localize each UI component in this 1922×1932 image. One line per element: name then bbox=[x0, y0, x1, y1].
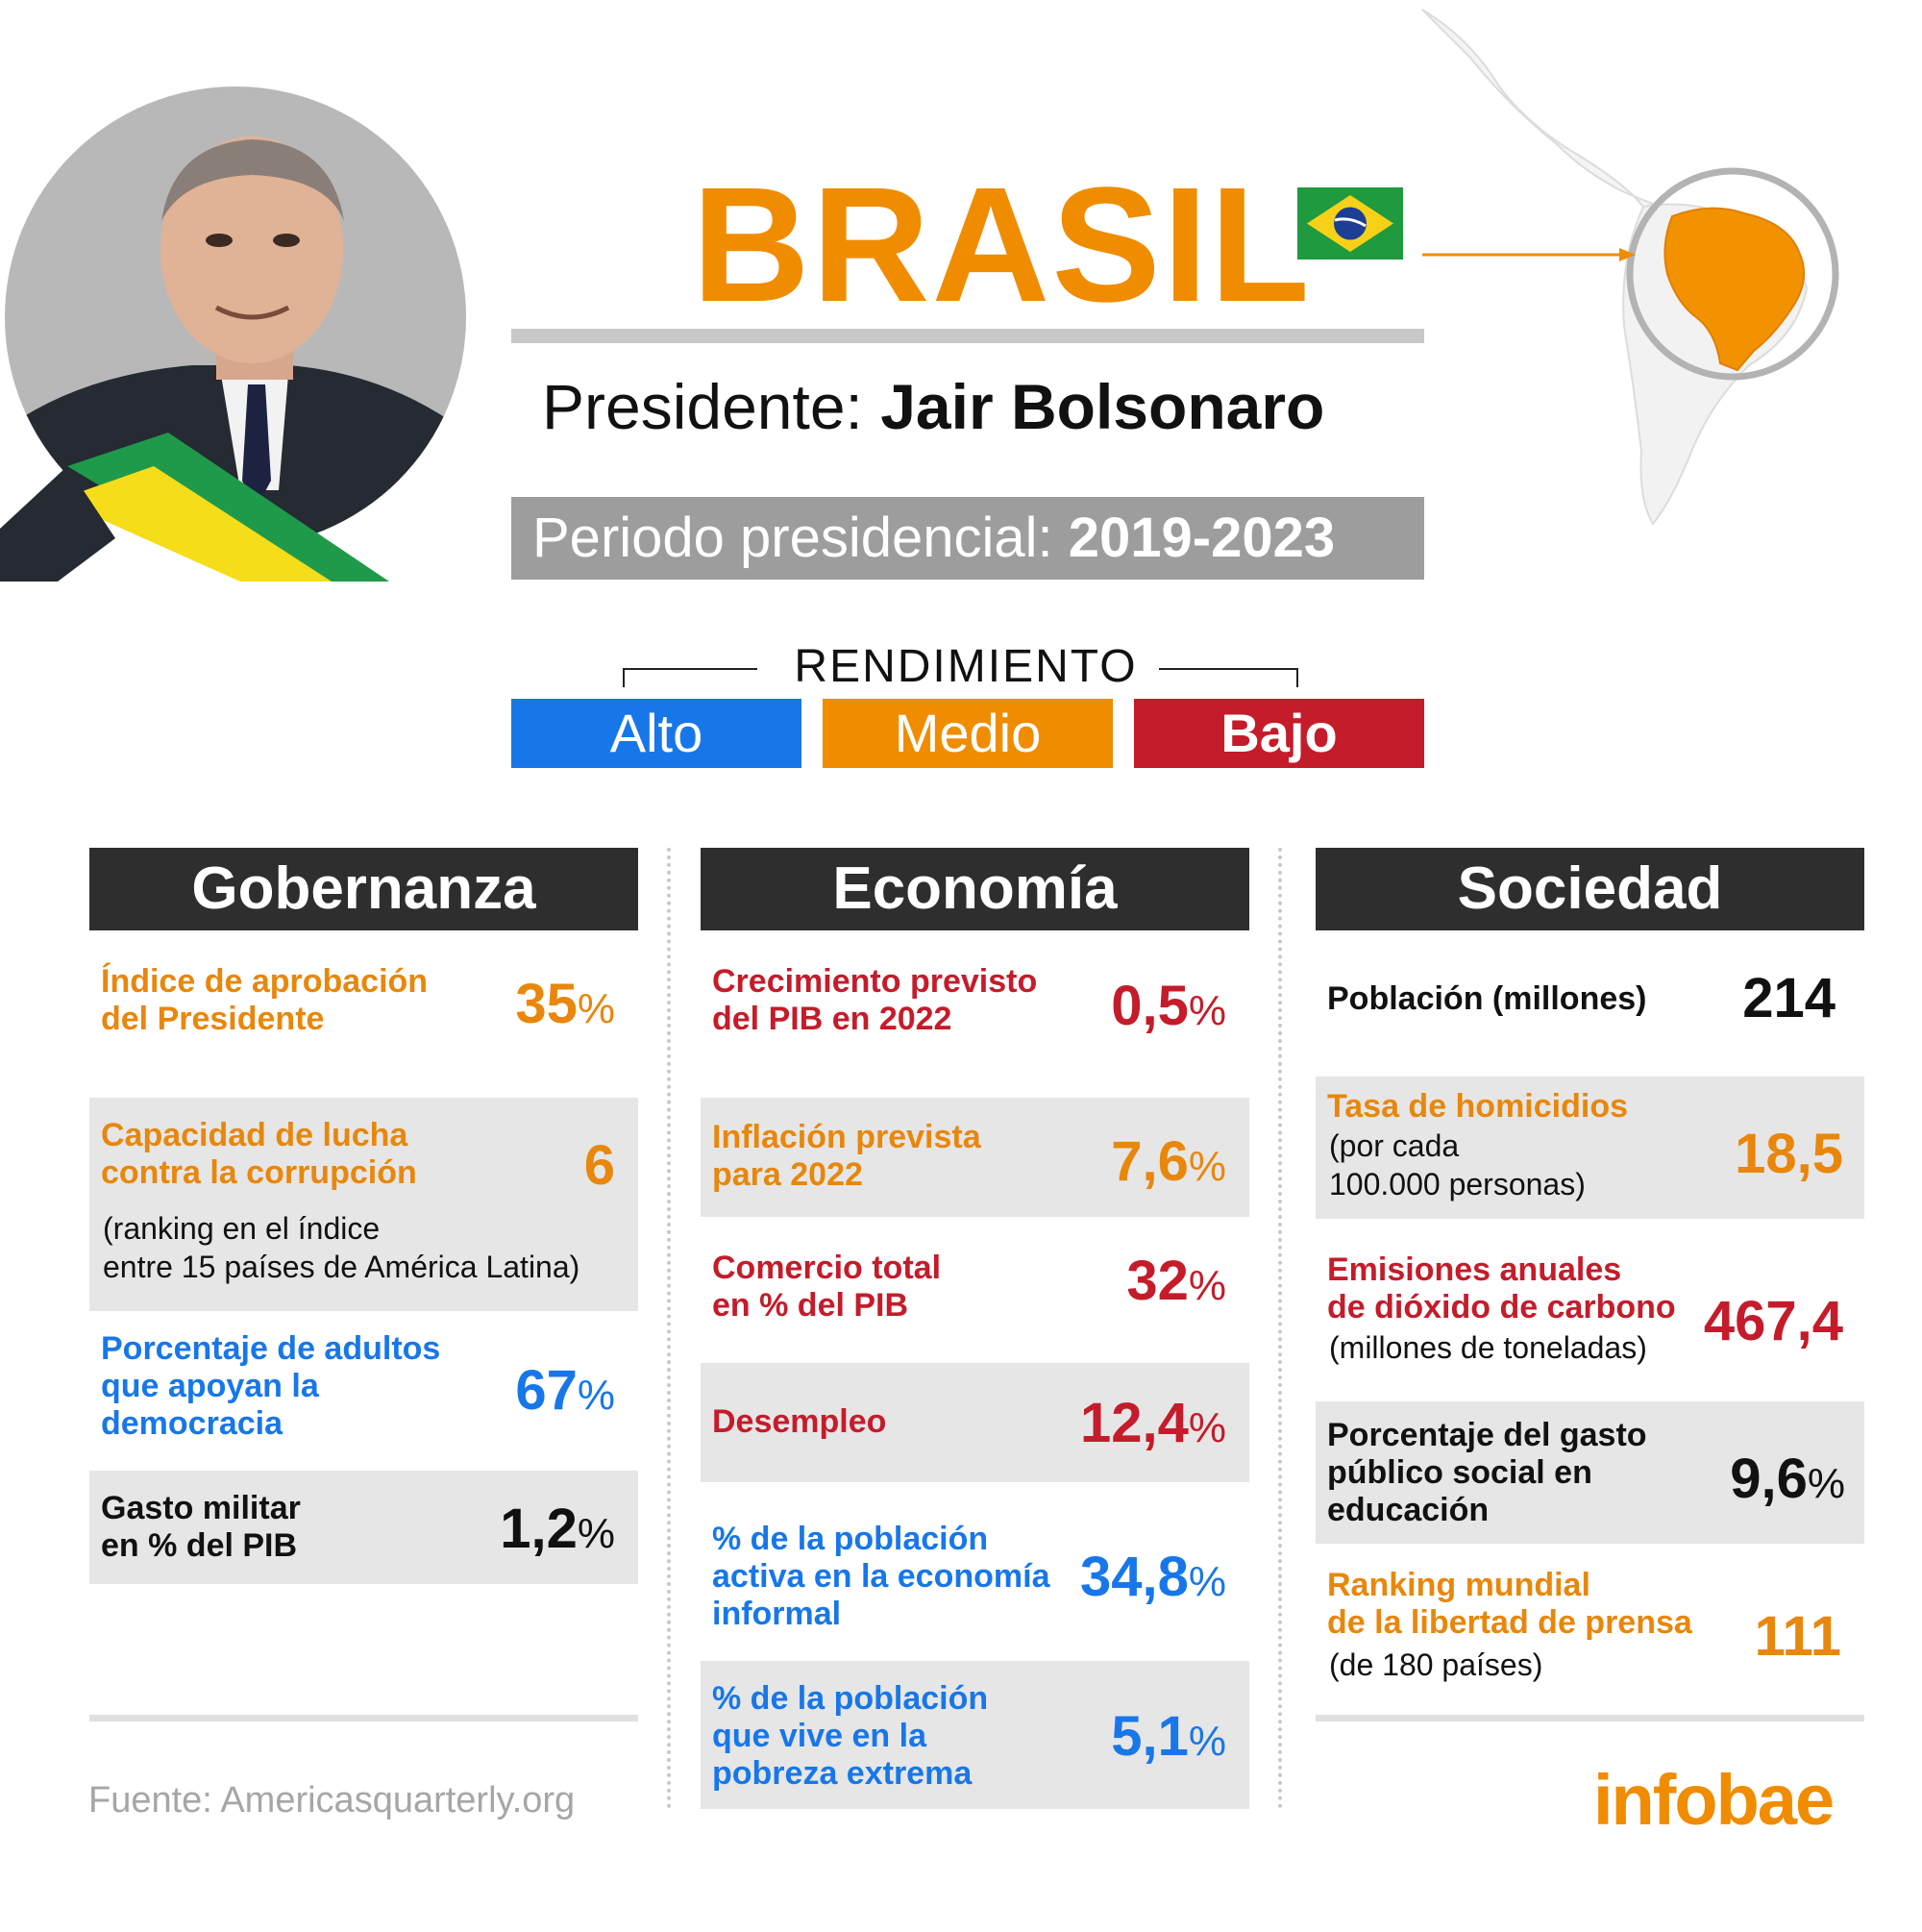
stat-value: 35% bbox=[515, 973, 615, 1035]
president-line: Presidente: Jair Bolsonaro bbox=[542, 375, 1324, 438]
stat-label: Capacidad de lucha bbox=[101, 1117, 408, 1153]
stat-label: público social en bbox=[1327, 1454, 1592, 1491]
stat-label: activa en la economía bbox=[712, 1558, 1050, 1595]
stat-label: que vive en la bbox=[712, 1718, 926, 1754]
period-label: Periodo presidencial: bbox=[532, 507, 1053, 569]
stat-label: pobreza extrema bbox=[712, 1755, 973, 1792]
infobae-logo: infobae bbox=[1593, 1760, 1835, 1840]
stat-value: 214 bbox=[1742, 967, 1836, 1029]
stat-label: Gasto militar bbox=[101, 1490, 301, 1526]
column-separator-1 bbox=[667, 848, 671, 1809]
stat-label: Tasa de homicidios bbox=[1327, 1088, 1629, 1125]
stat-label: Inflación prevista bbox=[712, 1119, 981, 1155]
stat-label: del Presidente bbox=[101, 1001, 325, 1037]
stat-value: 6 bbox=[583, 1134, 615, 1197]
stat-note: (por cada bbox=[1329, 1128, 1460, 1163]
americas-locator-map bbox=[1421, 9, 1839, 526]
period-bar: Periodo presidencial: 2019-2023 bbox=[511, 497, 1424, 580]
column-separator-2 bbox=[1278, 848, 1282, 1809]
stat-libertad-prensa: Ranking mundial de la libertad de prensa… bbox=[1316, 1557, 1864, 1701]
stat-label: del PIB en 2022 bbox=[712, 1001, 952, 1037]
stat-value: 7,6% bbox=[1111, 1130, 1226, 1193]
stat-label: que apoyan la bbox=[101, 1368, 319, 1404]
stat-corrupcion: Capacidad de lucha contra la corrupción … bbox=[89, 1098, 638, 1311]
period-value: 2019-2023 bbox=[1068, 507, 1336, 569]
president-name: Jair Bolsonaro bbox=[880, 371, 1325, 442]
header-divider bbox=[511, 329, 1424, 343]
stat-label: Desempleo bbox=[712, 1403, 887, 1440]
stat-poblacion: Población (millones) 214 bbox=[1316, 948, 1864, 1055]
legend-medio: Medio bbox=[823, 699, 1113, 768]
stat-comercio: Comercio total en % del PIB 32% bbox=[701, 1226, 1249, 1346]
stat-label: para 2022 bbox=[712, 1156, 863, 1193]
stat-label: Porcentaje de adultos bbox=[101, 1330, 441, 1367]
source-credit: Fuente: Americasquarterly.org bbox=[88, 1780, 576, 1821]
country-title: BRASIL bbox=[692, 154, 1312, 336]
stat-note: entre 15 países de América Latina) bbox=[103, 1250, 580, 1284]
stat-value: 18,5 bbox=[1735, 1123, 1843, 1185]
president-label: Presidente: bbox=[542, 371, 863, 442]
stat-homicidios: Tasa de homicidios (por cada 100.000 per… bbox=[1316, 1077, 1864, 1219]
map-pointer-arrow bbox=[1422, 248, 1636, 261]
stat-economia-informal: % de la población activa en la economía … bbox=[701, 1509, 1249, 1644]
stat-aprobacion: Índice de aprobación del Presidente 35% bbox=[89, 948, 638, 1063]
column-header-gobernanza: Gobernanza bbox=[89, 848, 638, 930]
stat-label: de la libertad de prensa bbox=[1327, 1604, 1692, 1641]
legend-bajo: Bajo bbox=[1134, 699, 1424, 768]
stat-inflacion: Inflación prevista para 2022 7,6% bbox=[701, 1098, 1249, 1217]
stat-note: (de 180 países) bbox=[1329, 1647, 1543, 1682]
stat-label: Población (millones) bbox=[1327, 980, 1647, 1017]
legend-bracket-right bbox=[1159, 668, 1298, 670]
stat-label: % de la población bbox=[712, 1680, 989, 1717]
stat-crecimiento-pib: Crecimiento previsto del PIB en 2022 0,5… bbox=[701, 948, 1249, 1063]
stat-democracia: Porcentaje de adultos que apoyan la demo… bbox=[89, 1321, 638, 1465]
stat-note: (millones de toneladas) bbox=[1329, 1330, 1647, 1365]
stat-value: 9,6% bbox=[1730, 1448, 1845, 1510]
stat-label: educación bbox=[1327, 1492, 1490, 1528]
legend-bracket-right-tick bbox=[1296, 668, 1298, 687]
stat-value: 67% bbox=[515, 1359, 615, 1422]
stat-label: en % del PIB bbox=[101, 1527, 298, 1564]
stat-note: (ranking en el índice bbox=[103, 1211, 381, 1246]
sociedad-bottom-rule bbox=[1316, 1715, 1864, 1721]
stat-label: informal bbox=[712, 1596, 842, 1632]
stat-label: Ranking mundial bbox=[1327, 1567, 1590, 1603]
stat-gasto-educacion: Porcentaje del gasto público social en e… bbox=[1316, 1401, 1864, 1544]
stat-label: de dióxido de carbono bbox=[1327, 1289, 1676, 1325]
stat-desempleo: Desempleo 12,4% bbox=[701, 1363, 1249, 1482]
stat-label: Crecimiento previsto bbox=[712, 963, 1038, 1000]
stat-value: 111 bbox=[1754, 1605, 1841, 1668]
gobernanza-bottom-rule bbox=[89, 1715, 638, 1721]
stat-pobreza-extrema: % de la población que vive en la pobreza… bbox=[701, 1661, 1249, 1809]
stat-gasto-militar: Gasto militar en % del PIB 1,2% bbox=[89, 1471, 638, 1584]
stat-value: 0,5% bbox=[1111, 975, 1226, 1037]
legend-bracket-left bbox=[623, 668, 757, 670]
stat-emisiones: Emisiones anuales de dióxido de carbono … bbox=[1316, 1240, 1864, 1394]
president-portrait bbox=[0, 87, 466, 582]
stat-label: contra la corrupción bbox=[101, 1154, 417, 1191]
legend-bracket-left-tick bbox=[623, 668, 625, 687]
legend-title: RENDIMIENTO bbox=[794, 641, 1138, 692]
stat-label: Comercio total bbox=[712, 1250, 942, 1286]
stat-label: Porcentaje del gasto bbox=[1327, 1417, 1647, 1453]
stat-label: en % del PIB bbox=[712, 1287, 909, 1324]
column-header-sociedad: Sociedad bbox=[1316, 848, 1864, 930]
stat-value: 12,4% bbox=[1079, 1392, 1226, 1454]
column-header-economia: Economía bbox=[701, 848, 1249, 930]
stat-label: Emisiones anuales bbox=[1327, 1251, 1622, 1288]
stat-value: 32% bbox=[1126, 1250, 1226, 1312]
stat-value: 467,4 bbox=[1703, 1290, 1843, 1352]
stat-label: % de la población bbox=[712, 1521, 989, 1557]
stat-value: 1,2% bbox=[500, 1498, 615, 1560]
stat-label: Índice de aprobación bbox=[101, 963, 429, 1000]
stat-value: 34,8% bbox=[1079, 1546, 1226, 1608]
legend-alto: Alto bbox=[511, 699, 801, 768]
stat-note: 100.000 personas) bbox=[1329, 1167, 1586, 1201]
stat-label: democracia bbox=[101, 1405, 283, 1442]
stat-value: 5,1% bbox=[1111, 1705, 1226, 1768]
brazil-flag-icon bbox=[1297, 187, 1403, 260]
